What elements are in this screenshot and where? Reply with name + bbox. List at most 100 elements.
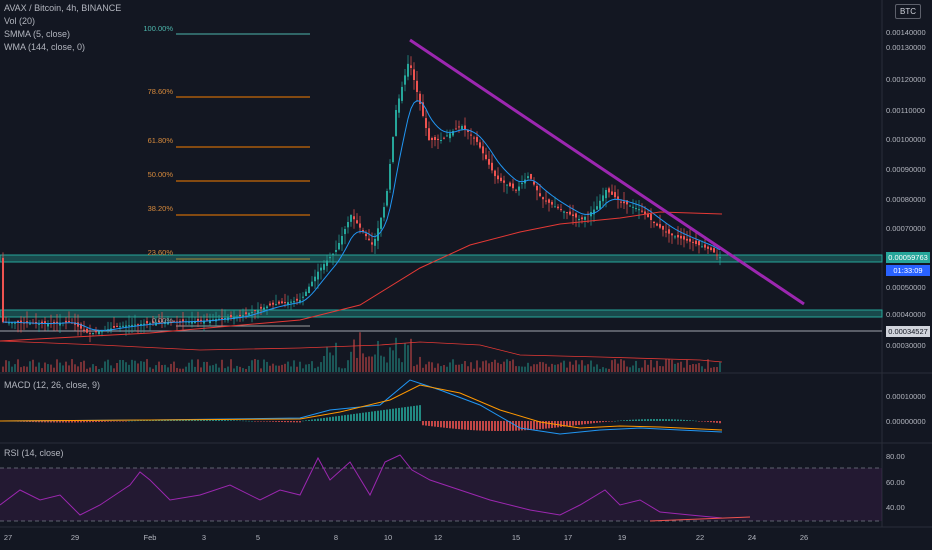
volume-bar xyxy=(611,360,613,372)
volume-bar xyxy=(107,359,109,372)
volume-bar xyxy=(488,363,490,372)
candle-body xyxy=(707,246,709,249)
candle-body xyxy=(662,225,664,230)
volume-bar xyxy=(320,362,322,372)
volume-bar xyxy=(422,367,424,372)
volume-bar xyxy=(44,362,46,372)
volume-bar xyxy=(512,359,514,372)
volume-bar xyxy=(185,366,187,372)
candle-body xyxy=(410,65,412,68)
volume-bar xyxy=(380,355,382,372)
symbol-legend[interactable]: AVAX / Bitcoin, 4h, BINANCE xyxy=(4,3,122,13)
macd-legend[interactable]: MACD (12, 26, close, 9) xyxy=(4,380,101,390)
macd-histogram-bar xyxy=(665,419,667,421)
candle-body xyxy=(149,323,151,325)
macd-histogram-bar xyxy=(536,421,538,430)
volume-bar xyxy=(641,367,643,372)
macd-histogram-bar xyxy=(488,421,490,431)
candle-body xyxy=(620,201,622,203)
price-axis-label: 0.00090000 xyxy=(886,165,926,174)
volume-bar xyxy=(86,368,88,372)
candle-body xyxy=(719,257,721,259)
volume-bar xyxy=(710,367,712,372)
macd-histogram-bar xyxy=(503,421,505,431)
time-axis-label: 8 xyxy=(333,533,339,542)
volume-bar xyxy=(563,360,565,372)
candle-body xyxy=(101,330,103,333)
macd-histogram-bar xyxy=(692,420,694,422)
candle-body xyxy=(611,191,613,195)
volume-bar xyxy=(92,364,94,372)
macd-histogram-bar xyxy=(644,419,646,421)
macd-histogram-bar xyxy=(572,421,574,426)
volume-bar xyxy=(632,365,634,372)
candle-body xyxy=(68,320,70,323)
macd-histogram-bar xyxy=(263,421,265,422)
macd-histogram-bar xyxy=(392,408,394,421)
macd-histogram-bar xyxy=(413,405,415,421)
volume-bar xyxy=(128,364,130,372)
macd-histogram-bar xyxy=(551,421,553,428)
candle-body xyxy=(545,200,547,202)
wma-legend[interactable]: WMA (144, close, 0) xyxy=(4,42,86,52)
candle-body xyxy=(197,318,199,322)
macd-histogram-bar xyxy=(290,421,292,423)
macd-histogram-bar xyxy=(398,407,400,421)
smma-legend[interactable]: SMMA (5, close) xyxy=(4,29,71,39)
candle-body xyxy=(41,321,43,324)
candle-body xyxy=(584,216,586,220)
candle-body xyxy=(422,102,424,116)
volume-bar xyxy=(326,346,328,372)
volume-bar xyxy=(182,368,184,372)
trendline-drawing[interactable] xyxy=(409,38,805,306)
volume-bar xyxy=(476,360,478,372)
price-axis-label: 0.00100000 xyxy=(886,135,926,144)
fibonacci-retracement[interactable] xyxy=(176,33,310,327)
macd-histogram-bar xyxy=(509,421,511,431)
macd-histogram-bar xyxy=(707,421,709,422)
currency-badge[interactable]: BTC xyxy=(895,4,921,19)
volume-bar xyxy=(176,367,178,372)
macd-histogram-bar xyxy=(626,420,628,421)
candle-body xyxy=(341,236,343,245)
volume-bar xyxy=(59,362,61,372)
candle-body xyxy=(668,229,670,234)
candle-body xyxy=(575,213,577,218)
time-axis-label: 3 xyxy=(201,533,207,542)
descending-trendline xyxy=(409,38,805,306)
candle-body xyxy=(86,328,88,333)
candle-body xyxy=(644,211,646,214)
volume-bar xyxy=(191,359,193,372)
candle-body xyxy=(455,128,457,130)
macd-histogram-bar xyxy=(74,421,76,423)
volume-bar xyxy=(650,359,652,372)
volume-bar xyxy=(359,332,361,372)
rsi-legend[interactable]: RSI (14, close) xyxy=(4,448,64,458)
vol-legend[interactable]: Vol (20) xyxy=(4,16,36,26)
volume-bar xyxy=(704,368,706,372)
time-axis-label: 10 xyxy=(383,533,393,542)
volume-bar xyxy=(125,362,127,372)
macd-histogram-bar xyxy=(98,421,100,422)
macd-histogram-bar xyxy=(479,421,481,431)
macd-histogram-bar xyxy=(161,419,163,421)
volume-bar xyxy=(515,366,517,372)
time-axis-label: 29 xyxy=(70,533,80,542)
volume-bar xyxy=(50,364,52,372)
macd-histogram-bar xyxy=(119,421,121,422)
macd-histogram-bar xyxy=(131,420,133,422)
volume-bar xyxy=(677,362,679,372)
candle-body xyxy=(533,181,535,185)
price-axis-label: 0.00110000 xyxy=(886,106,926,115)
volume-bar xyxy=(29,361,31,372)
volume-bar xyxy=(83,360,85,372)
volume-bar xyxy=(623,360,625,372)
volume-bar xyxy=(8,361,10,372)
macd-histogram-bar xyxy=(482,421,484,431)
volume-bar xyxy=(497,362,499,372)
candle-body xyxy=(518,186,520,191)
candle-body xyxy=(563,211,565,213)
macd-histogram-bar xyxy=(56,421,58,423)
candle-body xyxy=(293,301,295,303)
